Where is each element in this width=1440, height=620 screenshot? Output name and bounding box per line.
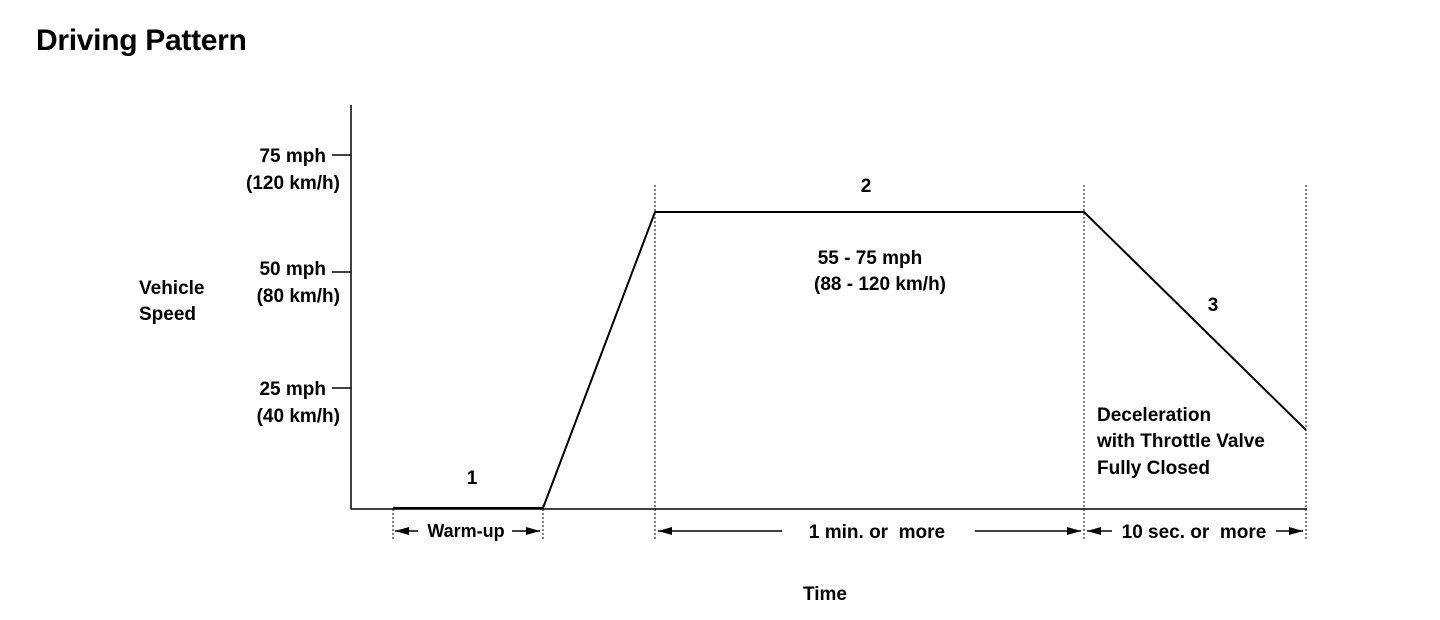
phase-2-duration-label: 1 min. or more bbox=[809, 522, 945, 543]
y-tick-label-25-mph: 25 mph bbox=[259, 379, 326, 400]
phase-1-number: 1 bbox=[467, 468, 478, 489]
y-tick-label-50-mph: 50 mph bbox=[259, 259, 326, 280]
x-axis-label: Time bbox=[803, 584, 847, 605]
y-tick-label-40-kmh: (40 km/h) bbox=[257, 406, 340, 427]
phase-3-note-line-3: Fully Closed bbox=[1097, 458, 1210, 479]
phase-2-number: 2 bbox=[861, 176, 872, 197]
speed-profile-line bbox=[393, 211, 1307, 509]
y-tick-label-80-kmh: (80 km/h) bbox=[257, 286, 340, 307]
y-tick-label-75-mph: 75 mph bbox=[259, 146, 326, 167]
phase-3-note-line-2: with Throttle Valve bbox=[1096, 431, 1265, 452]
phase-3-number: 3 bbox=[1208, 295, 1219, 316]
phase-3-duration-label: 10 sec. or more bbox=[1122, 522, 1267, 543]
y-axis-label-line-1: Vehicle bbox=[139, 278, 205, 299]
phase-2-speed-mph: 55 - 75 mph bbox=[818, 248, 923, 269]
phase-3-note-line-1: Deceleration bbox=[1097, 405, 1211, 426]
page-title: Driving Pattern bbox=[36, 24, 247, 57]
y-tick-label-120-kmh: (120 km/h) bbox=[246, 173, 340, 194]
warmup-duration-label: Warm-up bbox=[427, 521, 504, 541]
y-axis-label-line-2: Speed bbox=[139, 304, 196, 325]
phase-2-speed-kmh: (88 - 120 km/h) bbox=[814, 274, 946, 295]
